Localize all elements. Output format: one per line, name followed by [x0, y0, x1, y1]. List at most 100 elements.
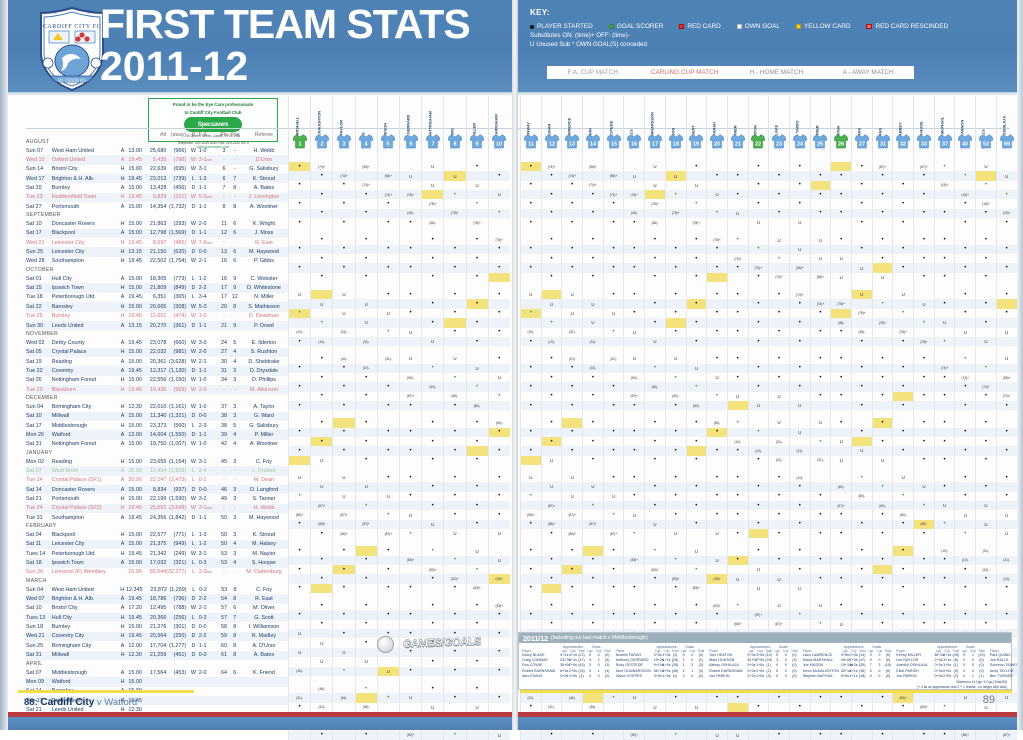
grid-cell: (15)+ [933, 180, 955, 191]
fixtures-row[interactable]: Wed 02 Derby County A 19.45 23,078 (660) W 3-0 2… [26, 338, 288, 347]
fixtures-row[interactable]: Sat 21 Leeds United H 12.30 [26, 705, 288, 714]
grid-cell [685, 482, 707, 492]
fixtures-row[interactable]: Sun 04 Birmingham City H 12.30 22,010 (1,161)… [26, 402, 288, 411]
fixtures-row[interactable]: Sun 25 Leicester City H 13.15 21,150 (620) D 0-… [26, 247, 288, 257]
fixtures-row[interactable]: Sun 30 Leeds United A 13.15 20,270 (361) D 1-1 2… [26, 320, 288, 331]
fixtures-row[interactable]: Sat 15 Ipswich Town H 15.00 21,809 (849) D 2-2 1… [26, 283, 288, 293]
fixtures-cell: 0-2 [199, 586, 207, 593]
fixtures-row[interactable]: Sat 17 Blackpool A 15.00 12,798 (1,569) D 1-1 12… [26, 228, 288, 239]
fixtures-row[interactable]: Wed 21 Leicester City H 19.45 8,697 (485) W 7-6… [26, 238, 288, 247]
fixtures-row[interactable]: Sat 31 Millwall H 12.30 21,259 (451) D 0-0 61 8 A.… [26, 650, 288, 660]
fixtures-row[interactable]: Sat 07 West Brom A 15.00 12,454 (1,508) L 2-4- -… [26, 466, 288, 476]
fixtures-row[interactable]: Mon 09 Watford H 15.00 [26, 677, 288, 687]
fixtures-row[interactable]: Sat 31 Nottingham Forest A 15.00 19,750 (1,00… [26, 440, 288, 449]
grid-cell [892, 272, 913, 283]
grid-cell [892, 162, 913, 172]
grid-cell [913, 601, 934, 611]
grid-cell: (56)+ [332, 529, 354, 539]
grid-cell [664, 162, 686, 172]
fixtures-row[interactable]: Sat 27 Portsmouth A 15.00 14,354 (1,732) D 1-1 8… [26, 202, 288, 211]
fixtures-row[interactable]: Tues 13 Hull City H 19.45 20,366 (256) L 0-3 57 7… [26, 613, 288, 623]
fixtures-row[interactable]: Tue 25 Burnley H 19.45 11,601 (474) W 1-0- - D. D… [26, 312, 288, 321]
fixtures-row[interactable]: Sun 07 West Ham United A 13.00 25,680 (966) W 1… [26, 146, 288, 155]
fixtures-row[interactable]: Sun 18 Burnley H 15.00 21,276 (301) D 0-0 58 8 I. … [26, 622, 288, 631]
fixtures-cell: - [223, 194, 225, 201]
player-column-header[interactable]: Alex EVANS31 [871, 96, 893, 154]
fixtures-row[interactable]: Sat 10 Bristol City A 17.20 12,495 (788) W 2-1 5… [26, 604, 288, 613]
fixtures-row[interactable]: Tues 14 Peterborough Utd. H 19.45 21,342 (249… [26, 549, 288, 558]
fixtures-row[interactable]: Sat 10 Doncaster Rovers H 15.00 21,863 (293) W… [26, 219, 288, 228]
fixtures-row[interactable]: Tue 24 Crystal Palace (SF2) H 19.45 25,652 (3… [26, 503, 288, 514]
fixtures-row[interactable]: Sat 10 Millwall A 15.00 11,340 (1,321) D 0-0 38 3… [26, 411, 288, 421]
fixtures-row[interactable]: Sun 14 Bristol City H 15.00 22,639 (695) W 3-1 6… [26, 165, 288, 174]
fixtures-row[interactable]: Wed 10 Oxford United A 19.45 5,435 (798) W 3-1a… [26, 155, 288, 165]
grid-cell: (56)+ [809, 272, 831, 283]
fixtures-row[interactable]: Tue 18 Peterborough Utd. A 19.45 6,351 (365) L… [26, 293, 288, 302]
fixtures-row[interactable]: Tue 29 Blackburn H 19.45 19,436 (969) W 2-0- - M.… [26, 384, 288, 395]
player-column-header[interactable]: Joe RALLS52 [975, 96, 996, 154]
player-column-header[interactable]: Don COWIE8 [443, 96, 465, 154]
fixtures-row[interactable]: Wed 28 Southampton H 19.45 22,502 (1,754) W 2-1… [26, 257, 288, 266]
fixtures-row[interactable]: Sun 25 Birmingham City A 12.00 17,704 (1,277)… [26, 641, 288, 650]
fixtures-row[interactable]: Sat 20 Burnley A 15.00 13,428 (456) D 1-1 7 8 A. B… [26, 183, 288, 192]
fixtures-row[interactable]: Sat 21 Portsmouth H 15.00 22,199 (1,590) W 3-2 4… [26, 494, 288, 503]
player-column-header[interactable]: Alex EVANS27 [851, 96, 872, 154]
fixtures-row[interactable]: Sat 07 Middlesbrough A 15.00 17,564 (453) W 2-0… [26, 668, 288, 677]
fixtures-row[interactable]: Sat 22 Barnsley H 15.00 20,665 (308) W 5-3 20 8 S.… [26, 302, 288, 312]
fixtures-row[interactable]: Wed 21 Coventry City H 19.45 20,564 (250) D 2-2… [26, 631, 288, 642]
fixtures-row[interactable]: Tue 14 Crystal Palace (SF1) A 20.00 22,147 (2… [26, 476, 288, 485]
fixtures-row[interactable]: Sat 01 Hull City A 15.00 18,305 (773) L 1-2 16 9 C… [26, 274, 288, 283]
grid-cell [995, 282, 1017, 291]
fixtures-row[interactable]: Sun 04 West Ham United H 12.345 23,872 (1,259… [26, 585, 288, 594]
player-column-header[interactable]: Paul QUINN14 [582, 96, 603, 154]
fixtures-row[interactable]: Tue 22 Coventry A 19.45 12,317 (1,130) D 1-1 31 3… [26, 366, 288, 376]
fixtures-row[interactable]: Wed 17 Brighton & H. Alb. H 19.45 23,013 (739… [26, 174, 288, 184]
fixtures-row[interactable]: Sun 26 Liverpool (F) Wembley 16.00 89,044 (3… [26, 568, 288, 577]
fixtures-row[interactable]: Wed 07 Brighton & H. Alb. A 19.45 18,786 (796… [26, 594, 288, 604]
fixtures-row[interactable]: Tue 31 Southampton A 19.45 24,356 (1,842) D 1-1… [26, 513, 288, 522]
player-column-header[interactable]: Filip KISS4 [354, 96, 377, 154]
fixtures-row[interactable]: Sat 11 Leicester City A 15.00 21,375 (949) L 1-… [26, 539, 288, 550]
fixtures-row[interactable]: Sat 26 Nottingham Forest H 15.00 22,556 (1,15… [26, 376, 288, 385]
player-column-header[interactable]: Joe MASON18 [664, 96, 686, 154]
fixtures-row[interactable]: Sat 18 Ipswich Town A 15.00 17,032 (321) L 0-3 5… [26, 558, 288, 568]
fixtures-row[interactable]: Sat 17 Middlesbrough H 15.00 23,373 (560) L 2-3… [26, 421, 288, 430]
grid-cell [540, 208, 562, 219]
fixtures-row[interactable]: Sat 04 Blackpool H 15.00 22,577 (771) L 1-3 50 3 K… [26, 530, 288, 539]
fixtures-row[interactable]: Sat 19 Reading A 15.00 20,361 (3,628) W 2-1 30 4 D… [26, 357, 288, 366]
fixtures-row[interactable]: Mon 02 Reading H 15.00 23,655 (1,154) W 3-1 45 3 C… [26, 457, 288, 466]
fixtures-row[interactable]: Tue 17 Derby County H 19.45 [26, 695, 288, 706]
fixtures-row[interactable]: Sat 05 Crystal Palace H 15.00 22,032 (981) W 2-… [26, 347, 288, 357]
fixtures-row[interactable]: Sat 14 Doncaster Rovers A 15.00 8,834 (937) D 0… [26, 485, 288, 495]
fixtures-row[interactable]: Mon 26 Watford A 12.00 14,604 (1,550) D 1-1 39 4 P… [26, 430, 288, 440]
fixtures-row[interactable]: Tue 23 Huddersfield Town H 19.45 6,829 (321) W… [26, 192, 288, 203]
fixtures-cell: Sat 19 [26, 358, 42, 365]
player-column-header[interactable]: Joe RALLS16 [623, 96, 644, 154]
